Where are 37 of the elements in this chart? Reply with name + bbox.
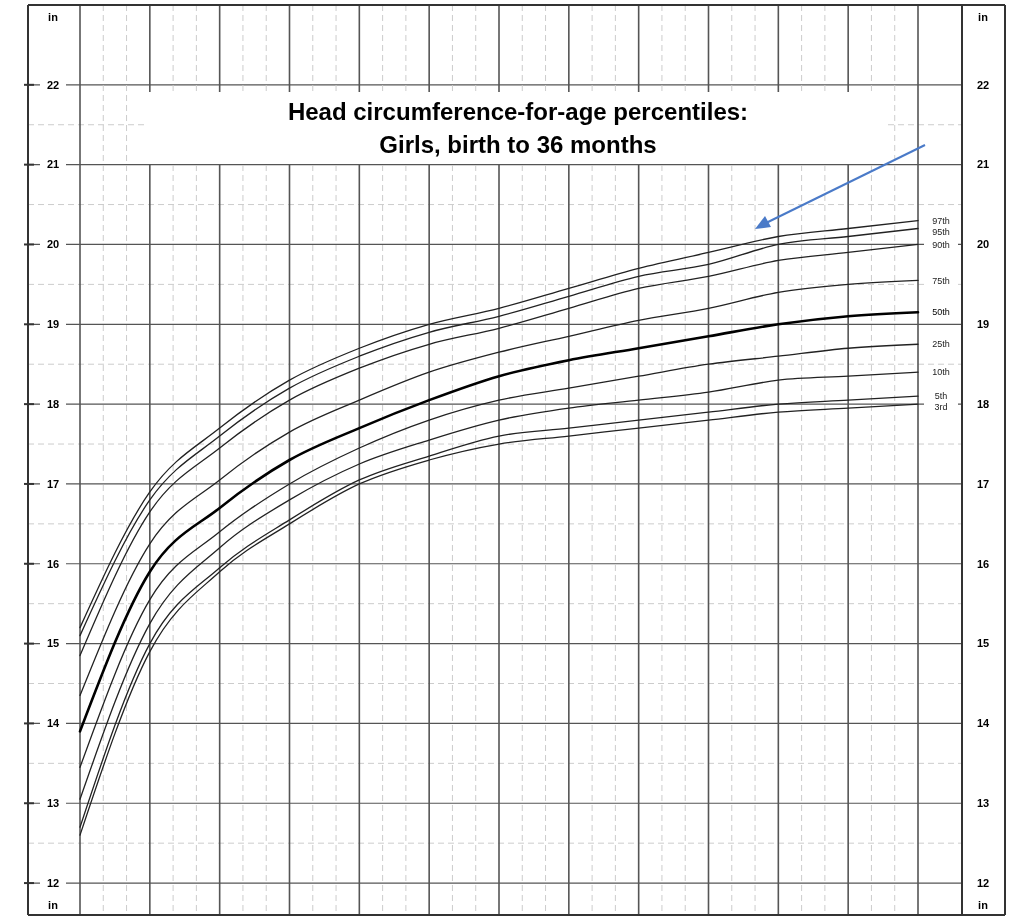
series-label: 90th (932, 239, 950, 250)
series-label: 10th (932, 367, 950, 378)
y-tick-label: 22 (46, 78, 60, 91)
text: in (48, 898, 58, 911)
series-label: 97th (932, 215, 950, 226)
y-tick-label: 17 (46, 477, 60, 490)
y-tick-label: 20 (46, 238, 60, 251)
text: in (978, 898, 988, 911)
y-axis-title: in (48, 10, 59, 23)
text: Girls, birth to 36 months (379, 131, 657, 158)
y2-tick-label: 14 (976, 717, 990, 730)
y2-tick-label: 16 (976, 557, 990, 570)
y-tick-label: 21 (46, 158, 60, 171)
y2-tick-label: 18 (976, 397, 990, 410)
y2-tick-label: 15 (976, 637, 990, 650)
series-label: 25th (932, 339, 950, 350)
y-tick-label: 18 (46, 397, 60, 410)
y-tick-label: 16 (46, 557, 60, 570)
y-tick-label: 19 (46, 318, 60, 331)
y-tick-label: 15 (46, 637, 60, 650)
y2-tick-label: 20 (976, 238, 990, 251)
series-label: 50th (932, 307, 950, 318)
text: Head circumference-for-age percentiles: (287, 98, 749, 125)
y2-tick-label: 21 (976, 158, 990, 171)
y2-axis-title: in (978, 10, 989, 23)
y2-tick-label: 22 (976, 78, 990, 91)
y2-tick-label: 13 (976, 797, 990, 810)
y2-tick-label: 17 (976, 477, 990, 490)
y-tick-label: 14 (46, 717, 60, 730)
y2-tick-label: 12 (976, 876, 990, 889)
y-tick-label: 12 (46, 876, 60, 889)
y-tick-label: 13 (46, 797, 60, 810)
series-label: 5th (934, 391, 948, 402)
series-label: 3rd (934, 402, 948, 413)
series-label: 75th (932, 275, 950, 286)
series-label: 95th (932, 226, 950, 237)
y2-tick-label: 19 (976, 318, 990, 331)
